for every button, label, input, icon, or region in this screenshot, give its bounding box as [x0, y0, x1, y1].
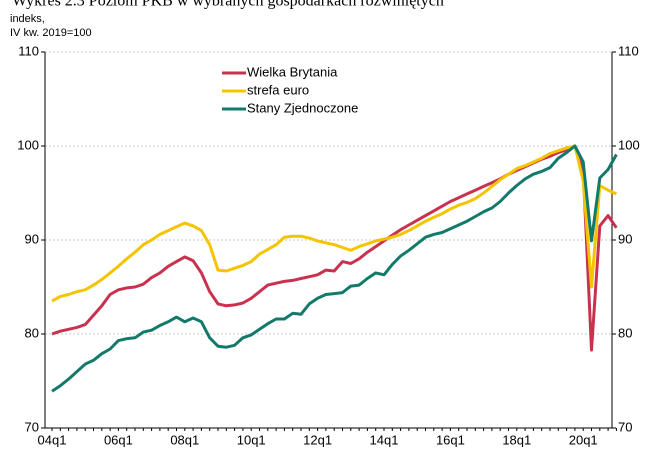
y2-tick-label: 70: [618, 419, 632, 434]
y-tick-label: 90: [25, 231, 39, 246]
x-tick-label: 04q1: [38, 432, 67, 447]
x-tick-label: 08q1: [170, 432, 199, 447]
x-tick-label: 16q1: [436, 432, 465, 447]
x-tick-label: 20q1: [569, 432, 598, 447]
y-tick-label: 110: [18, 43, 39, 58]
line-series: [51, 144, 618, 393]
y-axis-label: indeks,: [10, 13, 45, 25]
x-tick-label: 06q1: [104, 432, 133, 447]
legend-label: Stany Zjednoczone: [247, 100, 358, 115]
line-series: [51, 144, 618, 303]
y-tick-label: 70: [25, 419, 39, 434]
legend-label: strefa euro: [247, 82, 309, 97]
y2-tick-label: 110: [618, 43, 639, 58]
x-tick-label: 10q1: [237, 432, 266, 447]
y2-tick-label: 100: [618, 137, 640, 152]
y-axis-label: IV kw. 2019=100: [10, 27, 92, 39]
x-tick-label: 14q1: [370, 432, 399, 447]
y-tick-label: 100: [17, 137, 39, 152]
legend-label: Wielka Brytania: [247, 64, 338, 79]
x-tick-label: 12q1: [303, 432, 332, 447]
y2-tick-label: 80: [618, 325, 632, 340]
x-tick-label: 18q1: [502, 432, 531, 447]
chart-title: Wykres 2.3 Poziom PKB w wybranych gospod…: [12, 0, 444, 10]
y-tick-label: 80: [25, 325, 39, 340]
y2-tick-label: 90: [618, 231, 632, 246]
